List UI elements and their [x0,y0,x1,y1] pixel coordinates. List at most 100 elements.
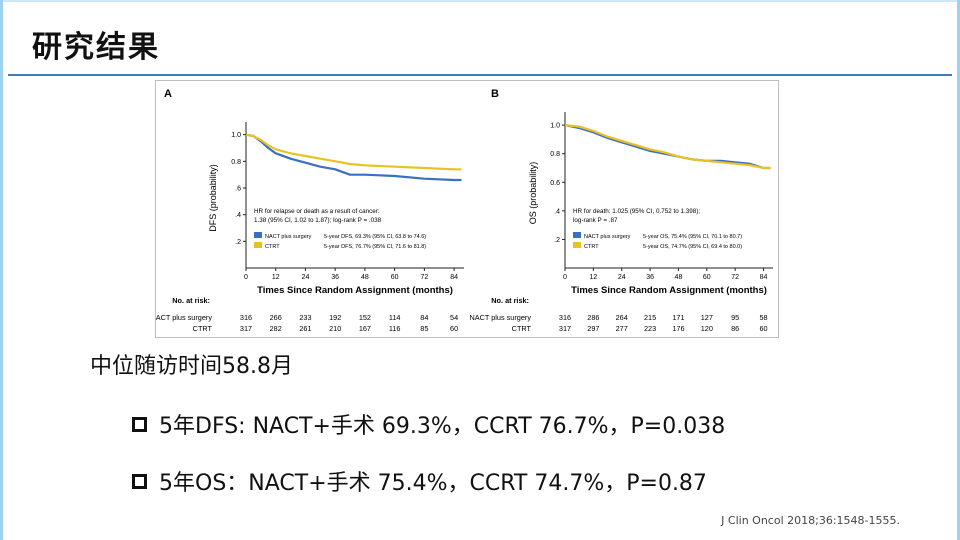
checkbox-bullet-icon [132,473,147,489]
panel-b-risk-value: 277 [616,324,628,333]
panel-b-letter: B [491,88,499,100]
panel-a-x-tick-label: 48 [361,274,369,281]
panel-a-risk-value: 54 [450,313,458,322]
panel-a-risk-value: 192 [329,313,341,322]
panel-a-risk-value: 114 [389,313,401,322]
panel-b-risk-value: 317 [559,324,571,333]
panel-a-letter: A [164,88,172,100]
panel-a-risk-value: 116 [389,324,401,333]
panel-b-x-tick-label: 60 [703,274,711,281]
panel-a-risk-value: 261 [299,324,311,333]
panel-b-x-tick-label: 84 [760,274,768,281]
bullet-dfs-text: 5年DFS: NACT+手术 69.3%，CCRT 76.7%，P=0.038 [159,414,726,439]
panel-a-x-tick-label: 24 [302,274,310,281]
panel-b-legend-detail: 5-year OS, 75.4% (95% CI, 70.1 to 80.7) [643,234,742,240]
panel-b-y-tick-label: .2 [554,237,560,244]
bullet-dfs: 5年DFS: NACT+手术 69.3%，CCRT 76.7%，P=0.038 [132,408,725,440]
panel-b-y-tick-label: 0.6 [550,180,560,187]
panel-a-y-tick-label: 1.0 [231,132,241,139]
panel-b-risk-value: 86 [731,324,739,333]
panel-a-risk-value: 85 [420,324,428,333]
left-border [0,0,3,540]
panel-a-y-tick-label: .4 [235,212,241,219]
km-figure: A .2 .4 .6 0.8 1.0 0 12 24 36 48 60 72 84 Times Since … [155,80,779,338]
panel-a-legend-detail: 5-year DFS, 76.7% (95% CI, 71.6 to 81.8) [324,244,426,250]
panel-b-risk-row-label: CTRT [512,324,532,333]
panel-b-risk-value: 120 [701,324,713,333]
panel-b-x-tick-label: 12 [589,274,597,281]
panel-b-risk-value: 297 [587,324,599,333]
panel-a-risk-value: 282 [270,324,282,333]
panel-a-risk-value: 84 [420,313,428,322]
panel-b-y-axis-title: OS (probability) [528,162,538,225]
panel-a-y-axis-title: DFS (probability) [208,164,218,232]
panel-b-risk-value: 95 [731,313,739,322]
panel-a-risk-value: 167 [359,324,371,333]
panel-a-legend-name: CTRT [265,244,280,250]
panel-a-hr-annotation: HR for relapse or death as a result of c… [254,208,380,215]
panel-a-legend-name: NACT plus surgery [265,234,312,240]
panel-b-risk-header: No. at risk: [491,296,529,305]
panel-b-risk-row-label: NACT plus surgery [469,313,531,322]
km-curves-svg: A .2 .4 .6 0.8 1.0 0 12 24 36 48 60 72 84 Times Since … [156,88,773,333]
panel-b-legend-swatch [573,242,581,248]
panel-b-risk-value: 171 [672,313,684,322]
panel-a-risk-value: 233 [299,313,311,322]
panel-b-risk-value: 215 [644,313,656,322]
panel-b-risk-value: 58 [759,313,767,322]
panel-a-x-tick-label: 0 [244,274,248,281]
panel-b-legend-name: NACT plus surgery [584,234,631,240]
panel-a-risk-value: 152 [359,313,371,322]
bullet-os: 5年OS：NACT+手术 75.4%，CCRT 74.7%，P=0.87 [132,465,707,497]
panel-b-risk-value: 286 [587,313,599,322]
panel-a-hr-annotation: 1.38 (95% CI, 1.02 to 1.87); log-rank P … [254,217,382,224]
panel-b-legend-swatch [573,232,581,238]
panel-b-hr-annotation: HR for death: 1.025 (95% CI, 0.752 to 1.… [573,208,700,215]
panel-b-risk-value: 127 [701,313,713,322]
panel-a-risk-row-label: CTRT [193,324,213,333]
panel-b-legend-detail: 5-year OS, 74.7% (95% CI, 69.4 to 80.0) [643,244,742,250]
panel-a-risk-value: 266 [270,313,282,322]
bullet-os-text: 5年OS：NACT+手术 75.4%，CCRT 74.7%，P=0.87 [159,471,707,496]
panel-b-x-tick-label: 0 [563,274,567,281]
panel-b-y-tick-label: 1.0 [550,123,560,130]
panel-a-x-tick-label: 60 [391,274,399,281]
title-divider [8,74,952,76]
panel-a-risk-value: 316 [240,313,252,322]
panel-a-risk-value: 210 [329,324,341,333]
panel-a-x-tick-label: 12 [272,274,280,281]
panel-b-risk-value: 264 [616,313,628,322]
panel-b-series-ctrt-line [564,124,771,170]
panel-b-risk-value: 316 [559,313,571,322]
panel-b-y-tick-label: .4 [554,208,560,215]
panel-b-x-tick-label: 48 [675,274,683,281]
panel-a-legend-swatch [254,242,262,248]
top-border [0,0,960,2]
citation: J Clin Oncol 2018;36:1548-1555. [721,514,900,527]
panel-a-legend-swatch [254,232,262,238]
right-border [957,0,960,540]
panel-a-x-axis-title: Times Since Random Assignment (months) [257,285,453,296]
panel-a-legend-detail: 5-year DFS, 69.3% (95% CI, 63.8 to 74.6) [324,234,426,240]
panel-a-risk-value: 60 [450,324,458,333]
median-followup-text: 中位随访时间58.8月 [90,354,293,379]
panel-b-y-tick-label: 0.8 [550,151,560,158]
panel-a-x-tick-label: 36 [331,274,339,281]
panel-b-hr-annotation: log-rank P = .87 [573,217,618,224]
panel-b-risk-value: 176 [672,324,684,333]
panel-a-x-tick-label: 72 [420,274,428,281]
panel-a-series-nact-line [245,133,462,182]
panel-a-y-tick-label: .6 [235,186,241,193]
panel-a-y-tick-label: .2 [235,239,241,246]
panel-b-x-tick-label: 36 [646,274,654,281]
panel-b-x-axis-title: Times Since Random Assignment (months) [571,285,767,296]
slide-title: 研究结果 [32,30,160,65]
panel-b-legend-name: CTRT [584,244,599,250]
panel-a-series-ctrt-line [245,133,462,171]
panel-b-risk-value: 223 [644,324,656,333]
panel-b-x-tick-label: 24 [618,274,626,281]
panel-a-y-tick-label: 0.8 [231,159,241,166]
checkbox-bullet-icon [132,416,147,432]
panel-b-x-tick-label: 72 [731,274,739,281]
panel-a-risk-header: No. at risk: [172,296,210,305]
